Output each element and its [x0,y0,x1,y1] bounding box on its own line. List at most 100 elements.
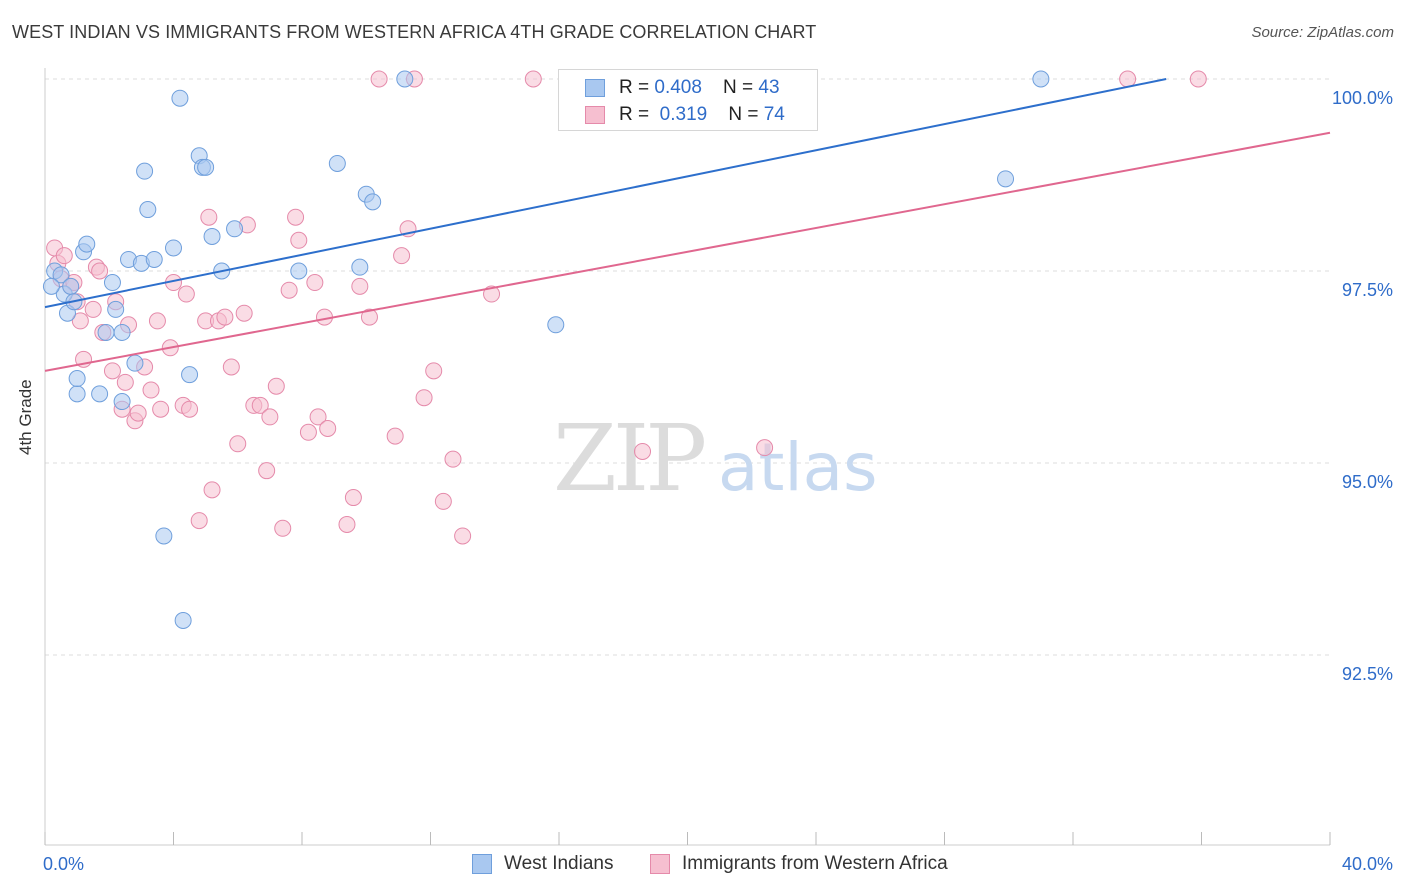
data-point-western-africa [1189,70,1207,88]
data-point-western-africa [351,277,369,295]
chart-title: WEST INDIAN VS IMMIGRANTS FROM WESTERN A… [12,22,817,42]
data-point-west-indians [181,366,199,384]
stats-legend: R = 0.408 N = 43 R = 0.319 N = 74 [558,69,818,131]
y-tick-label: 100.0% [1332,88,1393,108]
series-western-africa-points [46,70,1207,545]
data-point-western-africa [235,304,253,322]
data-point-western-africa [103,362,121,380]
data-point-western-africa [309,408,327,426]
data-point-western-africa [261,408,279,426]
data-point-western-africa [393,247,411,265]
y-tick-label: 95.0% [1342,472,1393,492]
data-point-west-indians [136,162,154,180]
y-tick-label: 97.5% [1342,280,1393,300]
data-point-western-africa [222,358,240,376]
data-point-west-indians [364,193,382,211]
data-point-western-africa [415,389,433,407]
data-point-west-indians [1032,70,1050,88]
data-point-west-indians [226,220,244,238]
data-point-western-africa [370,70,388,88]
data-point-western-africa [319,419,337,437]
legend-swatch-blue [585,79,605,97]
legend-n-value: 74 [763,104,785,125]
legend-swatch-pink [650,854,670,874]
data-point-west-indians [52,266,70,284]
source-label: Source: ZipAtlas.com [1251,24,1394,41]
data-point-western-africa [116,373,134,391]
data-point-western-africa [425,362,443,380]
data-point-western-africa [203,481,221,499]
data-point-western-africa [454,527,472,545]
data-point-west-indians [174,611,192,629]
watermark: ZIP atlas [553,405,878,512]
data-point-western-africa [280,281,298,299]
data-point-western-africa [71,312,89,330]
data-point-west-indians [97,323,115,341]
data-point-west-indians [126,354,144,372]
legend-swatch-blue [472,854,492,874]
trend-line-west-indians [44,78,1167,309]
data-point-west-indians [351,258,369,276]
data-point-west-indians [113,393,131,411]
data-point-western-africa [267,377,285,395]
data-point-western-africa [444,450,462,468]
data-point-western-africa [634,442,652,460]
legend-r-value: 0.408 [654,77,702,98]
data-point-west-indians [155,527,173,545]
data-point-west-indians [91,385,109,403]
series-west-indians-points [42,70,1050,629]
data-point-western-africa [55,247,73,265]
data-point-west-indians [68,370,86,388]
data-point-western-africa [434,492,452,510]
data-point-west-indians [42,277,60,295]
data-point-west-indians [113,323,131,341]
watermark-atlas: atlas [718,429,878,506]
data-point-western-africa [524,70,542,88]
legend-label: West Indians [504,853,614,874]
y-axis-label: 4th Grade [16,379,35,455]
data-point-west-indians [171,89,189,107]
data-point-western-africa [483,285,501,303]
data-point-western-africa [360,308,378,326]
data-point-west-indians [78,235,96,253]
data-point-western-africa [200,208,218,226]
data-point-western-africa [152,400,170,418]
watermark-zip: ZIP [553,405,704,512]
data-point-western-africa [258,462,276,480]
data-point-west-indians [165,239,182,257]
x-tick-label-max: 40.0% [1342,854,1393,874]
data-point-western-africa [299,423,317,441]
data-point-western-africa [756,439,774,457]
data-point-western-africa [129,404,147,422]
data-point-west-indians [203,227,221,245]
data-point-western-africa [190,512,208,530]
tick-labels: 92.5% 95.0% 97.5% 100.0% 0.0% 40.0% [43,88,1393,874]
data-point-west-indians [396,70,414,88]
data-point-western-africa [142,381,160,399]
axes [44,68,1331,846]
data-point-western-africa [1119,70,1137,88]
data-point-west-indians [290,262,308,280]
data-point-western-africa [290,231,308,249]
legend-r-value: 0.319 [659,104,708,125]
data-point-west-indians [547,316,565,334]
legend-r-label: R = [619,77,655,98]
data-point-western-africa [344,489,362,507]
legend-n-label: N = [728,104,764,125]
data-point-west-indians [62,277,80,295]
trend-lines [44,78,1331,372]
legend-r-label: R = [619,104,655,125]
data-point-western-africa [251,396,269,414]
data-point-western-africa [287,208,305,226]
legend-label: Immigrants from Western Africa [682,853,948,874]
data-point-west-indians [139,201,157,219]
data-point-west-indians [197,158,215,176]
data-point-western-africa [386,427,404,445]
y-tick-label: 92.5% [1342,664,1393,684]
data-point-western-africa [306,274,324,292]
data-point-western-africa [177,285,195,303]
data-point-western-africa [229,435,247,453]
data-point-west-indians [107,300,125,318]
data-point-western-africa [338,515,356,533]
